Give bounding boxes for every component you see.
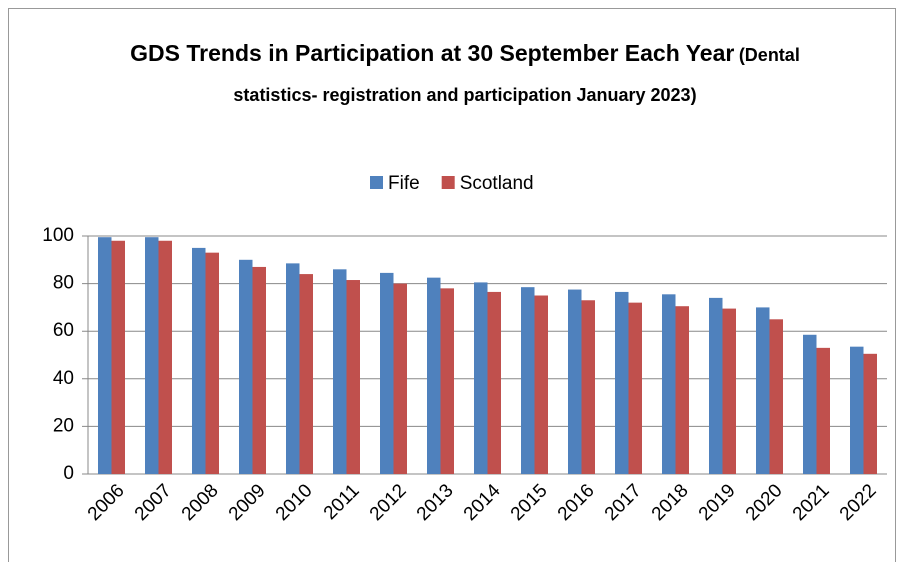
y-tick-label: 40 xyxy=(53,368,74,389)
chart-subtitle: (Dental statistics- registration and par… xyxy=(233,45,800,105)
bar xyxy=(286,263,300,474)
x-tick-label: 2022 xyxy=(836,480,881,525)
bar xyxy=(816,347,830,474)
x-tick-label: 2010 xyxy=(272,480,317,525)
x-tick-label: 2007 xyxy=(131,480,176,525)
y-tick-label: 100 xyxy=(42,225,74,246)
bar xyxy=(850,346,864,474)
bar xyxy=(487,291,501,474)
y-tick-label: 20 xyxy=(53,415,74,436)
legend-swatch xyxy=(441,176,455,189)
bar xyxy=(380,272,394,474)
x-tick-label: 2008 xyxy=(178,480,223,525)
bar xyxy=(803,334,817,474)
x-tick-label: 2012 xyxy=(366,480,411,525)
x-tick-label: 2011 xyxy=(320,480,364,524)
bar xyxy=(521,287,535,474)
bar xyxy=(568,289,582,474)
legend-label: Scotland xyxy=(460,173,534,194)
y-tick-label: 80 xyxy=(53,273,74,294)
bar xyxy=(205,252,219,474)
chart-title: GDS Trends in Participation at 30 Septem… xyxy=(130,40,735,66)
x-tick-label: 2006 xyxy=(84,480,129,525)
bar xyxy=(662,294,676,474)
x-tick-label: 2017 xyxy=(601,480,646,525)
bar xyxy=(769,319,783,474)
bar xyxy=(722,308,736,474)
bar xyxy=(145,237,159,474)
bar xyxy=(333,269,347,474)
bar xyxy=(299,274,313,474)
x-tick-label: 2020 xyxy=(742,480,787,525)
bar xyxy=(474,282,488,474)
bar xyxy=(675,306,689,474)
y-tick-label: 0 xyxy=(63,463,74,484)
bar xyxy=(158,240,172,474)
bar xyxy=(393,283,407,474)
bar xyxy=(239,259,253,474)
bar xyxy=(111,240,125,474)
bar xyxy=(534,295,548,474)
bar xyxy=(756,307,770,474)
x-tick-label: 2018 xyxy=(648,480,693,525)
y-tick-label: 60 xyxy=(53,320,74,341)
bar xyxy=(252,266,266,474)
x-tick-label: 2014 xyxy=(460,480,505,525)
x-tick-label: 2013 xyxy=(413,480,458,525)
x-tick-label: 2016 xyxy=(554,480,599,525)
bar xyxy=(615,291,629,474)
bar xyxy=(581,300,595,474)
bar xyxy=(346,280,360,474)
legend-swatch xyxy=(370,176,383,189)
x-tick-label: 2021 xyxy=(789,480,834,525)
title-block: GDS Trends in Participation at 30 Septem… xyxy=(115,34,815,116)
legend-label: Fife xyxy=(388,173,420,194)
bar xyxy=(192,247,206,474)
x-tick-label: 2015 xyxy=(507,480,552,525)
x-tick-label: 2019 xyxy=(695,480,740,525)
x-tick-label: 2009 xyxy=(225,480,270,525)
bar xyxy=(98,237,112,474)
bar xyxy=(427,277,441,474)
bar xyxy=(628,302,642,474)
chart-frame xyxy=(8,8,896,562)
bar xyxy=(709,297,723,474)
bar xyxy=(863,353,877,474)
bar xyxy=(440,288,454,474)
